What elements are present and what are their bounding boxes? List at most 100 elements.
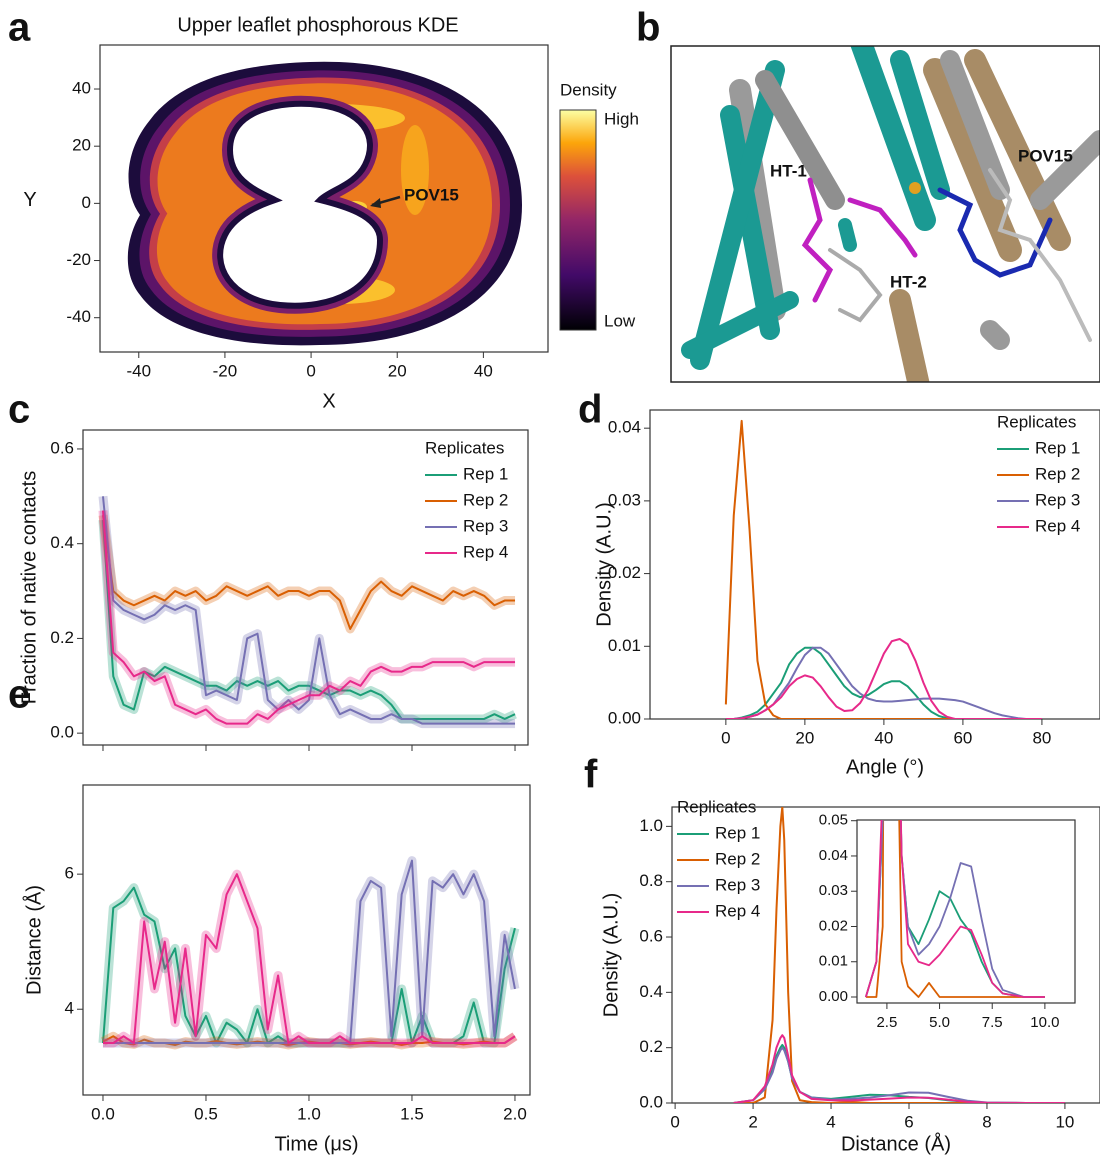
line	[101, 519, 516, 720]
line	[733, 807, 1065, 1103]
line	[864, 820, 1045, 998]
y-tick-label: 0.02	[819, 917, 848, 934]
panel-letter: e	[8, 673, 30, 717]
legend-label: Rep 2	[463, 490, 508, 509]
x-tick-label: 0.5	[194, 1104, 218, 1123]
band	[102, 869, 518, 1048]
y-tick-label: 0.8	[639, 871, 663, 890]
legend-label: Rep 3	[1035, 490, 1080, 509]
legend-label: Rep 1	[1035, 438, 1080, 457]
y-tick-label: -40	[66, 307, 91, 326]
x-tick-label: 0.0	[91, 1104, 115, 1123]
line	[865, 820, 1045, 998]
annotation: POV15	[1018, 146, 1073, 165]
legend-label: Rep 4	[463, 542, 508, 561]
annotation: HT-1	[770, 161, 807, 180]
line	[724, 419, 1042, 719]
panel-letter: f	[584, 753, 598, 797]
panel-letter: a	[8, 6, 31, 50]
plot-frame	[99, 44, 549, 353]
y-tick-label: 0.01	[819, 953, 848, 970]
line	[725, 646, 1042, 719]
line	[101, 515, 516, 630]
band	[98, 514, 516, 634]
y-tick-label: 0.03	[608, 490, 641, 509]
x-tick-label: 20	[388, 361, 407, 380]
colorbar-high: High	[604, 109, 639, 128]
x-tick-label: 2	[748, 1112, 757, 1131]
legend-label: Rep 2	[715, 849, 760, 868]
y-tick-label: 0.0	[50, 723, 74, 742]
y-tick-label: 0.05	[819, 812, 848, 829]
legend-label: Rep 1	[715, 823, 760, 842]
y-tick-label: 0.03	[819, 882, 848, 899]
x-axis-label: Angle (°)	[846, 756, 924, 778]
line	[733, 1034, 1065, 1103]
line	[864, 820, 1045, 998]
y-tick-label: 0.0	[639, 1092, 663, 1111]
y-tick-label: 0.04	[608, 418, 641, 437]
x-axis-label: X	[322, 390, 335, 412]
panel-letter: b	[636, 6, 660, 50]
legend-label: Rep 4	[715, 901, 760, 920]
y-tick-label: 40	[72, 79, 91, 98]
y-tick-label: 0.2	[50, 628, 74, 647]
line	[101, 496, 516, 725]
x-tick-label: 20	[795, 728, 814, 747]
kde-map	[127, 61, 522, 346]
y-tick-label: 0.6	[50, 438, 74, 457]
y-axis-label: Distance (Å)	[22, 885, 45, 995]
line	[102, 873, 516, 1044]
x-tick-label: 0	[670, 1112, 679, 1131]
y-tick-label: 0.00	[608, 708, 641, 727]
x-tick-label: 5.0	[929, 1014, 950, 1031]
y-tick-label: 1.0	[639, 816, 663, 835]
x-axis-label: Time (μs)	[274, 1133, 358, 1155]
y-axis-label: Density (A.U.)	[600, 893, 622, 1017]
x-tick-label: 10	[1055, 1112, 1074, 1131]
y-axis-label: Y	[23, 189, 36, 211]
y-axis-label: Fraction of native contacts	[18, 471, 40, 704]
legend-label: Rep 4	[1035, 516, 1080, 535]
panel-letter: d	[578, 388, 602, 432]
structure-image	[671, 46, 1100, 382]
colorbar-low: Low	[604, 311, 636, 330]
chart-title: Upper leaflet phosphorous KDE	[177, 14, 458, 36]
y-tick-label: 0.6	[639, 927, 663, 946]
legend-title: Replicates	[997, 412, 1076, 431]
x-tick-label: 40	[874, 728, 893, 747]
y-tick-label: 0.01	[608, 636, 641, 655]
colorbar	[559, 109, 597, 331]
x-tick-label: 7.5	[982, 1014, 1003, 1031]
legend-title: Replicates	[425, 438, 504, 457]
inset-background	[857, 820, 1075, 1003]
line	[725, 646, 1042, 719]
x-tick-label: 40	[474, 361, 493, 380]
y-tick-label: 0.2	[639, 1037, 663, 1056]
y-tick-label: 4	[65, 999, 74, 1018]
x-tick-label: 80	[1032, 728, 1051, 747]
y-tick-label: 0.02	[608, 563, 641, 582]
legend-label: Rep 3	[463, 516, 508, 535]
line	[733, 1046, 1065, 1103]
panel-letter: c	[8, 388, 30, 432]
legend-title: Replicates	[677, 797, 756, 816]
colorbar-label: Density	[560, 80, 617, 99]
y-tick-label: 0.4	[50, 533, 74, 552]
annotation: POV15	[404, 185, 459, 204]
x-tick-label: 10.0	[1030, 1014, 1059, 1031]
x-axis-label: Distance (Å)	[841, 1132, 951, 1155]
x-tick-label: -20	[213, 361, 238, 380]
x-tick-label: -40	[126, 361, 151, 380]
legend-label: Rep 2	[1035, 464, 1080, 483]
x-tick-label: 2.5	[876, 1014, 897, 1031]
band	[98, 510, 516, 729]
x-tick-label: 1.5	[400, 1104, 424, 1123]
x-tick-label: 6	[904, 1112, 913, 1131]
x-tick-label: 0	[721, 728, 730, 747]
line	[725, 638, 1042, 719]
y-tick-label: 20	[72, 136, 91, 155]
x-tick-label: 2.0	[503, 1104, 527, 1123]
